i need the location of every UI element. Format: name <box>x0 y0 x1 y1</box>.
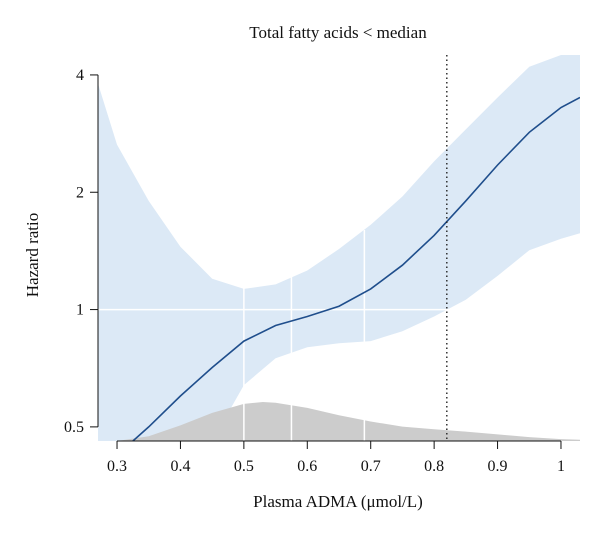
y-tick-label: 0.5 <box>64 419 84 436</box>
x-tick-label: 0.8 <box>424 458 444 475</box>
hazard-ratio-line <box>132 96 580 441</box>
y-tick-label: 4 <box>76 67 84 84</box>
density-area <box>117 402 580 441</box>
x-tick-label: 0.5 <box>234 458 254 475</box>
x-tick-label: 1 <box>557 458 565 475</box>
chart-title: Total fatty acids < median <box>249 23 427 42</box>
y-tick-label: 1 <box>76 302 84 319</box>
y-tick-label: 2 <box>76 184 84 201</box>
x-tick-label: 0.4 <box>170 458 190 475</box>
x-tick-label: 0.6 <box>297 458 317 475</box>
x-tick-label: 0.9 <box>488 458 508 475</box>
y-axis-title: Hazard ratio <box>23 213 42 297</box>
x-axis-title: Plasma ADMA (μmol/L) <box>253 492 423 511</box>
x-tick-label: 0.3 <box>107 458 127 475</box>
x-tick-label: 0.7 <box>361 458 381 475</box>
confidence-band <box>98 55 580 441</box>
plot-area: 0.5 1 2 4 0.3 0.4 0.5 0.6 0.7 0.8 0.9 1 <box>64 55 580 475</box>
